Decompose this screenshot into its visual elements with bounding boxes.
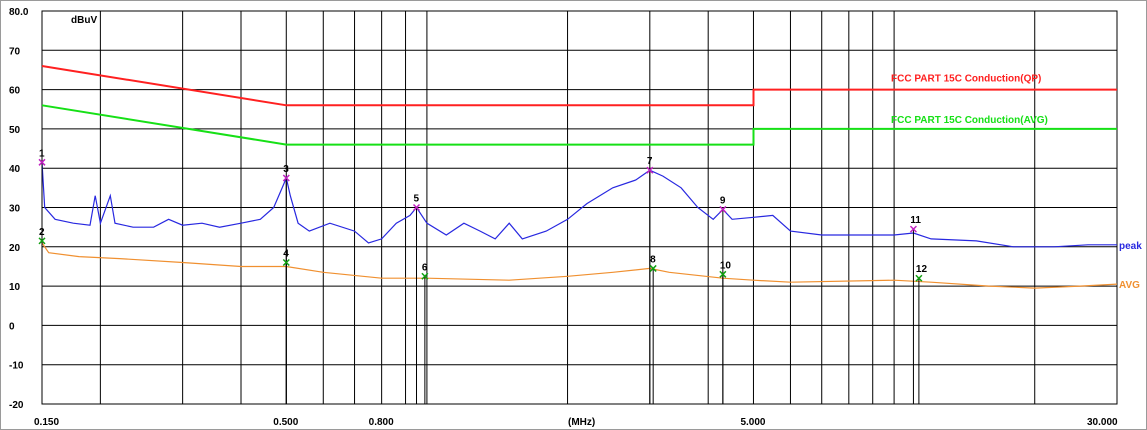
grid-lines (41, 10, 1118, 405)
marker-cross (412, 203, 421, 212)
marker-cross (646, 166, 654, 174)
marker-label: 6 (422, 262, 428, 273)
y-tick-label: -20 (9, 400, 24, 411)
x-tick-label: 0.800 (369, 417, 394, 428)
marker-label: 2 (39, 227, 45, 238)
marker-cross (38, 158, 46, 166)
peak-series-label: peak (1119, 241, 1142, 252)
qp-limit-label: FCC PART 15C Conduction(QP) (891, 74, 1041, 85)
marker-cross (719, 205, 727, 213)
marker-label: 10 (720, 260, 732, 271)
y-tick-label: -10 (9, 361, 24, 372)
x-tick-label: 30.000 (1087, 417, 1118, 428)
marker-cross (282, 174, 290, 182)
marker-label: 11 (910, 215, 921, 226)
marker-cross (915, 274, 923, 282)
marker-label: 12 (916, 264, 928, 275)
marker-cross (282, 258, 290, 267)
x-tick-label: 0.500 (273, 417, 298, 428)
x-tick-labels: 0.150 0.500 0.800 5.000 30.000 (34, 417, 1118, 428)
qp-limit-line (41, 65, 1117, 107)
y-tick-label: 40 (9, 164, 21, 175)
y-tick-label: 70 (9, 46, 21, 57)
y-tick-label: 10 (9, 282, 21, 293)
y-tick-label: 50 (9, 125, 21, 136)
y-tick-label: 80.0 (9, 7, 29, 18)
data-series (41, 162, 1118, 289)
x-tick-label: 0.150 (34, 417, 59, 428)
avg-limit-line (41, 104, 1117, 146)
marker-label: 1 (39, 148, 45, 159)
peak-series-line (41, 162, 1117, 248)
marker-label: 4 (283, 249, 289, 260)
limit-lines (41, 65, 1117, 146)
marker-label: 9 (720, 195, 726, 206)
line-labels: FCC PART 15C Conduction(QP) FCC PART 15C … (891, 74, 1142, 292)
marker-cross (421, 272, 429, 280)
marker-label: 8 (650, 254, 656, 265)
x-axis-label: (MHz) (568, 417, 595, 428)
y-tick-labels: 80.0 70 60 50 40 30 20 10 0 -10 -20 (9, 7, 29, 411)
y-axis-label: dBuV (71, 15, 97, 26)
x-tick-label: 5.000 (740, 417, 765, 428)
avg-series-label: AVG (1119, 280, 1140, 291)
marker-cross (719, 270, 727, 278)
marker-label: 7 (647, 156, 653, 167)
marker-cross (38, 237, 46, 245)
marker-cross (909, 225, 917, 233)
y-tick-label: 60 (9, 86, 21, 97)
avg-series-line (41, 242, 1118, 289)
marker-label: 5 (414, 194, 420, 205)
marker-label: 3 (283, 164, 289, 175)
avg-limit-label: FCC PART 15C Conduction(AVG) (891, 115, 1048, 126)
y-tick-label: 30 (9, 204, 21, 215)
y-tick-label: 20 (9, 243, 21, 254)
marker-cross (649, 264, 657, 272)
y-tick-label: 0 (9, 321, 15, 332)
